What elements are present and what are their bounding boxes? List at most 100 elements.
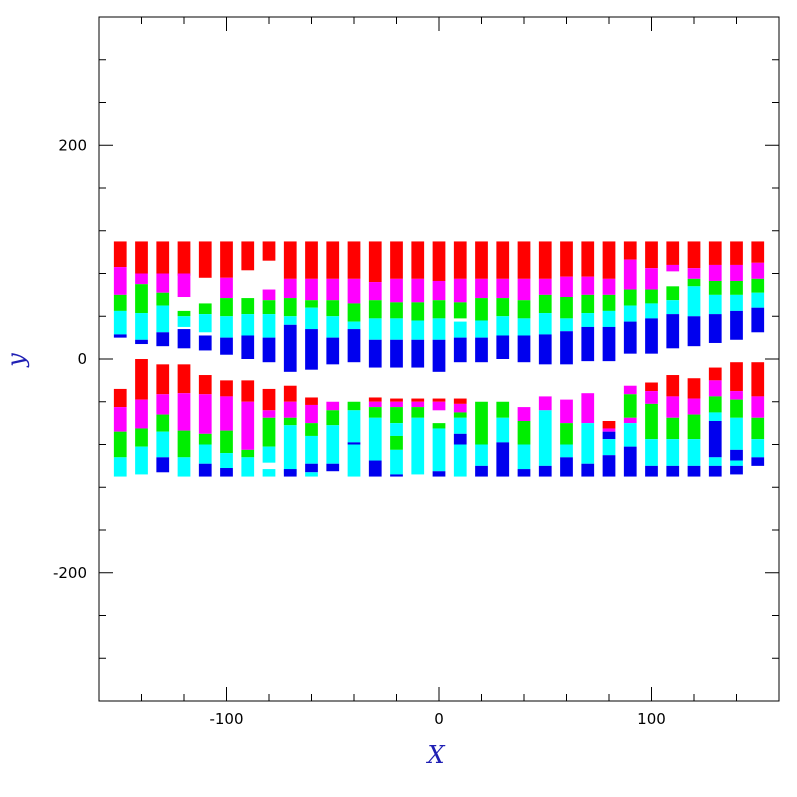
bar-segment-25-upper-2 bbox=[645, 289, 658, 304]
bar-segment-5-lower-2 bbox=[220, 430, 233, 454]
bar-segment-4-lower-1 bbox=[198, 394, 212, 434]
bar-segment-14-upper-3 bbox=[411, 320, 425, 340]
bar-segment-20-lower-1 bbox=[538, 410, 552, 466]
bar-segment-29-lower-3 bbox=[730, 417, 743, 450]
bar-segment-14-lower-0 bbox=[411, 398, 425, 402]
bar-segment-15-lower-3 bbox=[432, 428, 446, 472]
bar-segment-9-lower-0 bbox=[305, 397, 318, 405]
bar-segment-14-lower-2 bbox=[411, 407, 425, 418]
bar-segment-5-lower-3 bbox=[220, 453, 233, 469]
bar-segment-21-upper-2 bbox=[560, 297, 573, 319]
bar-segment-7-upper-4 bbox=[262, 337, 276, 363]
bar-segment-9-upper-2 bbox=[305, 300, 318, 308]
bar-segment-9-upper-1 bbox=[305, 278, 318, 301]
bar-segment-28-lower-3 bbox=[708, 412, 722, 421]
bar-segment-15-upper-0 bbox=[432, 241, 446, 281]
bar-segment-16-lower-1 bbox=[453, 403, 467, 413]
bar-segment-17-lower-1 bbox=[475, 444, 488, 466]
bar-segment-0-lower-3 bbox=[113, 457, 127, 477]
bar-segment-23-upper-0 bbox=[602, 241, 616, 279]
bar-segment-0-upper-3 bbox=[113, 310, 127, 335]
bar-segment-14-upper-4 bbox=[411, 339, 425, 368]
bar-segment-10-upper-1 bbox=[326, 278, 340, 301]
y-axis-label: y bbox=[2, 353, 30, 368]
bar-segment-14-upper-2 bbox=[411, 302, 425, 321]
bar-segment-12-upper-2 bbox=[368, 300, 382, 319]
bar-segment-5-upper-1 bbox=[220, 277, 233, 299]
bar-segment-19-lower-2 bbox=[517, 444, 531, 470]
bar-segment-3-upper-1 bbox=[177, 273, 191, 298]
bar-segment-12-lower-2 bbox=[368, 407, 382, 418]
bar-segment-22-lower-1 bbox=[581, 423, 595, 464]
bar-segment-14-upper-0 bbox=[411, 241, 425, 279]
bar-segment-3-lower-3 bbox=[177, 457, 191, 477]
bar-segment-26-lower-1 bbox=[666, 396, 680, 418]
bar-segment-27-lower-4 bbox=[687, 465, 701, 477]
bar-segment-24-lower-2 bbox=[623, 417, 637, 424]
bar-segment-9-upper-4 bbox=[305, 329, 318, 370]
bar-segment-21-upper-3 bbox=[560, 318, 573, 332]
bar-segment-27-upper-4 bbox=[687, 316, 701, 347]
bar-segment-4-lower-3 bbox=[198, 444, 212, 464]
plot-frame bbox=[98, 16, 780, 702]
bar-segment-26-upper-0 bbox=[666, 241, 680, 265]
bar-segment-17-lower-2 bbox=[475, 465, 488, 477]
bar-segment-4-lower-0 bbox=[198, 375, 212, 395]
bar-segment-11-lower-3 bbox=[347, 444, 361, 477]
bar-segment-17-upper-3 bbox=[475, 320, 488, 338]
bar-segment-3-lower-1 bbox=[177, 393, 191, 431]
bar-segment-18-upper-4 bbox=[496, 335, 510, 359]
bar-segment-30-upper-4 bbox=[751, 307, 765, 333]
bar-segment-13-lower-1 bbox=[390, 401, 403, 408]
bar-segment-23-lower-3 bbox=[602, 439, 616, 456]
bar-segment-1-upper-2 bbox=[135, 284, 148, 314]
bar-segment-22-lower-2 bbox=[581, 463, 595, 477]
bar-segment-4-lower-2 bbox=[198, 433, 212, 445]
bar-segment-13-upper-0 bbox=[390, 241, 403, 279]
bar-segment-29-upper-0 bbox=[730, 241, 743, 265]
bar-segment-1-upper-3 bbox=[135, 313, 148, 340]
bar-segment-18-lower-2 bbox=[496, 442, 510, 477]
bar-segment-28-upper-4 bbox=[708, 314, 722, 343]
bar-segment-5-upper-4 bbox=[220, 337, 233, 355]
bar-segment-12-lower-0 bbox=[368, 397, 382, 402]
bar-segment-30-lower-3 bbox=[751, 439, 765, 458]
bar-segment-24-lower-1 bbox=[623, 394, 637, 418]
bar-segment-2-upper-2 bbox=[156, 292, 170, 306]
bar-segment-9-upper-3 bbox=[305, 307, 318, 330]
bar-segment-28-lower-6 bbox=[708, 465, 722, 477]
bar-segment-24-lower-0 bbox=[623, 385, 637, 395]
bar-segment-9-lower-2 bbox=[305, 423, 318, 436]
bar-segment-9-lower-5 bbox=[305, 472, 318, 477]
bar-segment-28-upper-2 bbox=[708, 280, 722, 295]
bar-segment-23-lower-1 bbox=[602, 428, 616, 432]
bar-segment-3-upper-2 bbox=[177, 310, 191, 317]
bar-segment-11-upper-3 bbox=[347, 321, 361, 330]
bar-segment-20-upper-2 bbox=[538, 294, 552, 314]
bar-segment-3-lower-0 bbox=[177, 364, 191, 394]
bar-segment-21-lower-1 bbox=[560, 423, 573, 445]
bar-segment-25-upper-1 bbox=[645, 268, 658, 290]
bar-segment-29-lower-1 bbox=[730, 391, 743, 400]
bars-layer bbox=[113, 241, 765, 477]
bar-segment-28-lower-4 bbox=[708, 420, 722, 458]
bar-segment-23-lower-0 bbox=[602, 420, 616, 429]
bar-segment-25-lower-1 bbox=[645, 391, 658, 404]
bar-segment-15-lower-2 bbox=[432, 423, 446, 429]
bar-segment-30-lower-0 bbox=[751, 362, 765, 397]
bar-segment-23-lower-4 bbox=[602, 455, 616, 477]
bar-segment-27-upper-3 bbox=[687, 286, 701, 317]
bar-segment-20-upper-3 bbox=[538, 313, 552, 335]
bar-segment-13-upper-2 bbox=[390, 302, 403, 319]
bar-segment-0-upper-4 bbox=[113, 334, 127, 338]
bar-segment-5-upper-2 bbox=[220, 298, 233, 317]
bar-segment-13-lower-2 bbox=[390, 407, 403, 424]
bar-segment-7-lower-4 bbox=[262, 469, 276, 477]
bar-segment-7-lower-2 bbox=[262, 417, 276, 447]
bar-segment-2-lower-2 bbox=[156, 414, 170, 432]
bar-segment-5-lower-1 bbox=[220, 396, 233, 431]
bar-segment-28-upper-0 bbox=[708, 241, 722, 265]
bar-segment-15-upper-1 bbox=[432, 280, 446, 301]
bar-segment-0-lower-1 bbox=[113, 407, 127, 432]
bar-segment-28-upper-3 bbox=[708, 294, 722, 315]
